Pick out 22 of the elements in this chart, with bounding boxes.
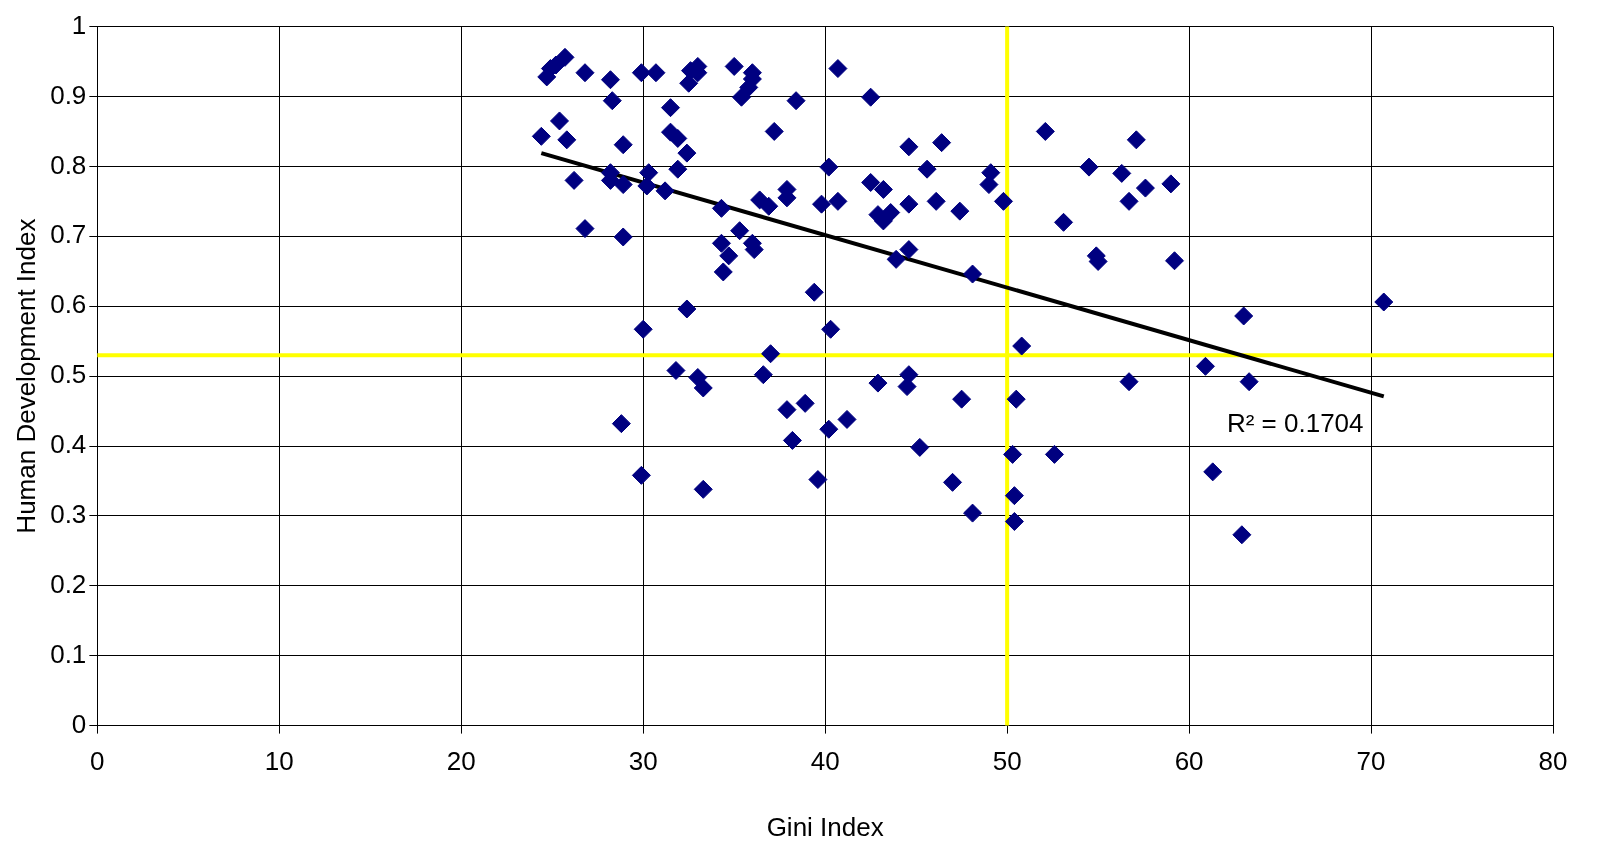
y-tick-label: 0.8 — [50, 149, 87, 180]
x-tick-label: 40 — [810, 746, 840, 777]
y-tick-label: 0.6 — [50, 289, 87, 320]
x-tick-label: 70 — [1356, 746, 1386, 777]
annotation: R² = 0.1704 — [1226, 408, 1364, 439]
y-tick-label: 0.1 — [50, 638, 87, 669]
y-tick-label: 0 — [71, 708, 87, 739]
x-axis-title: Gini Index — [766, 811, 884, 842]
y-tick-label: 0.3 — [50, 499, 87, 530]
x-tick-label: 10 — [264, 746, 294, 777]
y-tick-label: 1 — [71, 9, 87, 40]
y-tick-label: 0.2 — [50, 568, 87, 599]
x-tick-label: 50 — [992, 746, 1022, 777]
x-tick-label: 60 — [1174, 746, 1204, 777]
y-tick-label: 0.4 — [50, 429, 87, 460]
x-tick-label: 20 — [446, 746, 476, 777]
y-tick-label: 0.9 — [50, 79, 87, 110]
x-tick-label: 30 — [628, 746, 658, 777]
y-tick-label: 0.5 — [50, 359, 87, 390]
x-tick-label: 80 — [1538, 746, 1568, 777]
y-axis-title: Human Development Index — [10, 218, 41, 534]
y-tick-label: 0.7 — [50, 219, 87, 250]
